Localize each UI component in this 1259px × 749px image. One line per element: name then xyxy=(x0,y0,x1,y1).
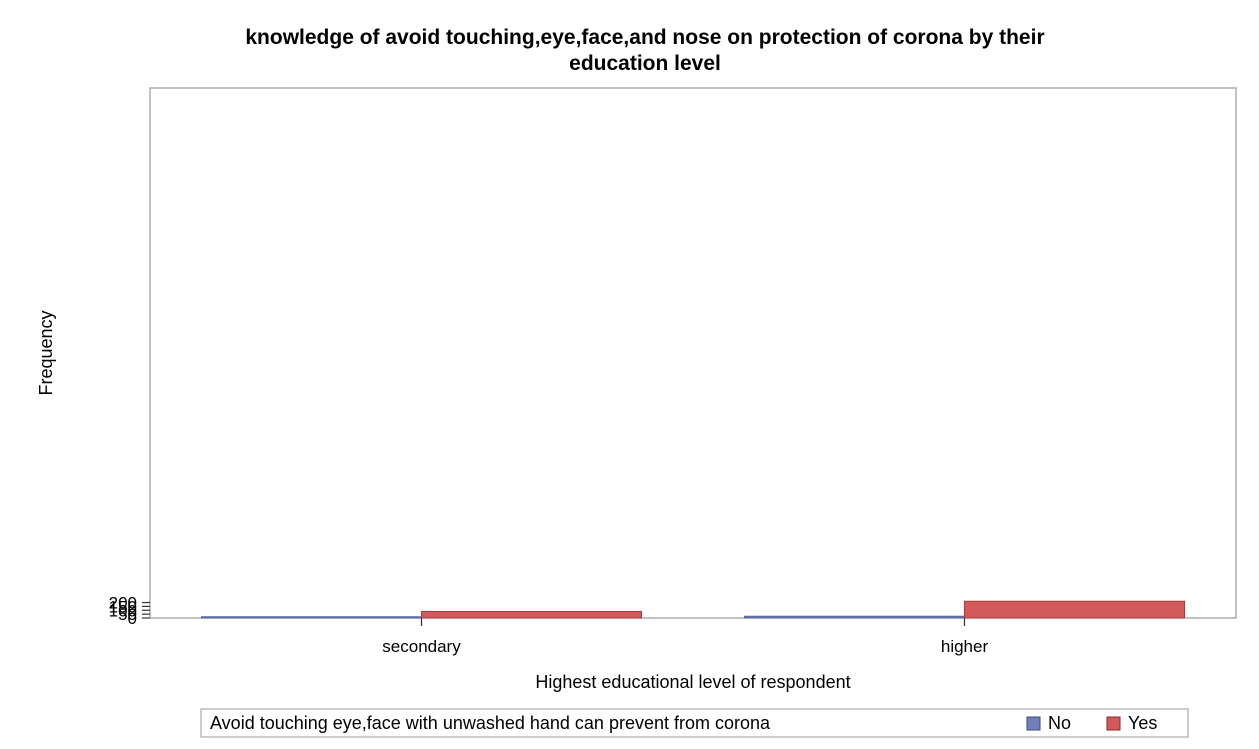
y-tick-label-150: 150 xyxy=(109,597,137,616)
legend-label-yes: Yes xyxy=(1128,713,1157,733)
chart-title-line-2: education level xyxy=(569,52,721,75)
bar-higher-yes xyxy=(964,600,1185,619)
y-tick-label-100: 100 xyxy=(109,601,137,620)
y-tick-label-50: 50 xyxy=(118,605,137,624)
legend: Avoid touching eye,face with unwashed ha… xyxy=(200,708,1189,738)
x-axis: secondary higher xyxy=(382,618,988,656)
y-tick-label-200: 200 xyxy=(109,594,137,613)
bar-secondary-no xyxy=(201,616,422,619)
y-axis-label: Frequency xyxy=(36,310,56,395)
legend-swatch-yes xyxy=(1106,716,1121,731)
x-axis-label: Highest educational level of respondent xyxy=(535,672,850,692)
legend-label-no: No xyxy=(1048,713,1071,733)
bar-secondary-yes xyxy=(421,610,642,619)
plot-area-frame xyxy=(149,87,1237,619)
bars xyxy=(201,600,1185,619)
legend-frame xyxy=(200,708,1189,738)
legend-title: Avoid touching eye,face with unwashed ha… xyxy=(210,713,771,733)
x-tick-label-secondary: secondary xyxy=(382,637,461,656)
y-tick-label-0: 0 xyxy=(128,609,137,628)
chart-title-line-1: knowledge of avoid touching,eye,face,and… xyxy=(245,26,1044,49)
bar-higher-no xyxy=(744,615,965,619)
legend-swatch-no xyxy=(1026,716,1041,731)
x-tick-label-higher: higher xyxy=(941,637,989,656)
